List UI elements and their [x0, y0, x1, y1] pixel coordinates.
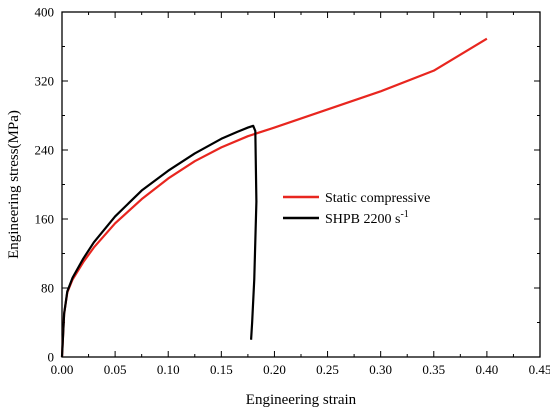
legend-entry: Static compressive: [325, 191, 430, 206]
y-axis-label: Engineering stress(MPa): [6, 110, 22, 259]
y-tick-label: 400: [35, 5, 55, 20]
legend-entry: SHPB 2200 s-1: [325, 209, 409, 227]
x-axis-label: Engineering strain: [246, 392, 357, 408]
x-tick-label: 0.15: [210, 362, 233, 377]
y-tick-label: 240: [35, 143, 55, 158]
legend: Static compressive SHPB 2200 s-1: [283, 191, 430, 227]
series-line-shpb: [60, 124, 258, 358]
x-tick-label: 0.10: [157, 362, 180, 377]
x-tick-label: 0.00: [51, 362, 74, 377]
legend-superscript: -1: [400, 209, 408, 220]
plot-frame: [61, 11, 541, 358]
axis-ticks: 0.00 0.05 0.10 0.15 0.20 0.25 0.30 0.35 0.40 0.45…: [35, 5, 550, 378]
y-tick-label: 80: [41, 281, 54, 296]
y-tick-label: 0: [48, 350, 55, 365]
x-tick-label: 0.20: [263, 362, 286, 377]
x-tick-label: 0.25: [316, 362, 339, 377]
x-tick-label: 0.30: [369, 362, 392, 377]
y-tick-label: 320: [35, 74, 55, 89]
y-tick-label: 160: [35, 212, 55, 227]
x-tick-label: 0.40: [476, 362, 499, 377]
x-tick-label: 0.05: [104, 362, 127, 377]
x-tick-label: 0.35: [422, 362, 445, 377]
series-layer: [60, 37, 488, 358]
x-tick-label: 0.45: [529, 362, 550, 377]
